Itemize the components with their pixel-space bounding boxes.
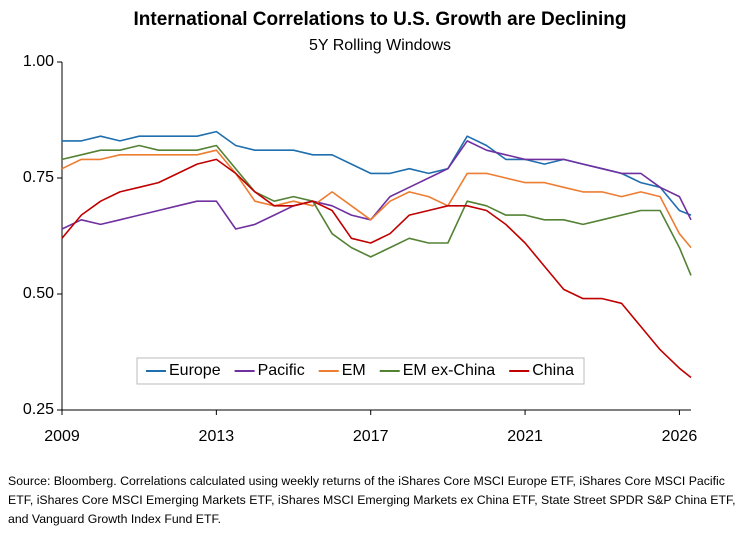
chart-title: International Correlations to U.S. Growt… [133,9,626,30]
legend-label: Europe [169,362,221,379]
legend-label: EM [342,362,366,379]
chart: International Correlations to U.S. Growt… [23,9,698,445]
legend-label: China [532,362,574,379]
x-tick-label: 2026 [662,428,698,445]
x-tick-label: 2009 [44,428,80,445]
x-tick-label: 2017 [353,428,389,445]
y-tick-label: 0.25 [23,401,54,418]
chart-subtitle: 5Y Rolling Windows [309,37,451,54]
y-tick-label: 1.00 [23,53,54,70]
legend-label: EM ex-China [403,362,496,379]
y-tick-label: 0.75 [23,169,54,186]
line-series [62,130,692,216]
line-series [61,158,692,379]
x-tick-label: 2013 [199,428,235,445]
y-tick-label: 0.50 [23,285,54,302]
legend-label: Pacific [258,362,305,379]
line-series [61,144,692,276]
line-series [61,140,692,230]
line-series [61,149,692,249]
x-tick-label: 2021 [507,428,543,445]
footnote: Source: Bloomberg. Correlations calculat… [8,474,736,526]
